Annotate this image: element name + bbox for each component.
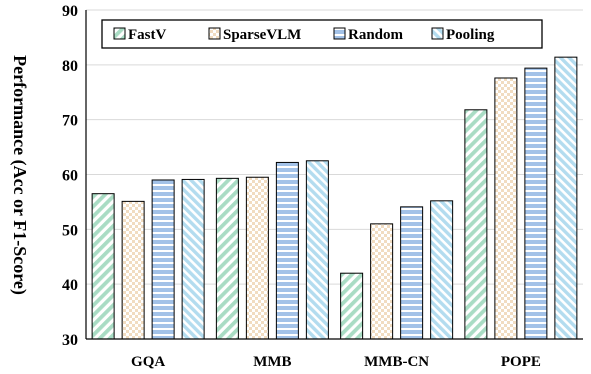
bar-pooling-gqa — [181, 178, 205, 340]
legend-box — [101, 19, 543, 49]
x-tick-label: MMB — [253, 354, 291, 370]
bar-pooling-pope — [554, 56, 578, 340]
bar-sparsevlm-mmb — [245, 176, 269, 340]
legend-swatch-sparsevlm — [208, 27, 221, 40]
y-tick-label: 60 — [62, 168, 78, 185]
x-tick-label: MMB-CN — [364, 354, 429, 370]
x-tick-label: GQA — [131, 354, 165, 370]
legend: FastV SparseVLM Random Pooling — [101, 19, 543, 49]
bar-random-gqa — [151, 179, 175, 340]
y-axis-label: Performance (Acc or F1-Score) — [9, 55, 30, 295]
bar-random-mmb — [275, 161, 299, 340]
bar-pooling-mmb-cn — [430, 200, 454, 340]
bar-pooling-mmb — [305, 160, 329, 340]
bar-sparsevlm-gqa — [121, 200, 145, 340]
x-tick-label: POPE — [501, 354, 541, 370]
y-tick-label: 30 — [62, 332, 78, 349]
y-tick-label: 80 — [62, 58, 78, 75]
axis-labels: 30 40 50 60 70 80 90 GQA MMB MMB-CN POPE — [62, 3, 541, 370]
bar-fastv-gqa — [91, 193, 115, 340]
axes — [85, 10, 583, 340]
bars — [91, 56, 578, 340]
y-tick-label: 90 — [62, 3, 78, 20]
bar-sparsevlm-mmb-cn — [370, 223, 394, 340]
bar-random-pope — [524, 67, 548, 340]
legend-label-sparsevlm: SparseVLM — [223, 27, 301, 43]
bar-fastv-mmb — [215, 177, 239, 340]
legend-label-fastv: FastV — [128, 27, 166, 43]
legend-swatch-random — [333, 27, 346, 40]
bar-fastv-mmb-cn — [340, 272, 364, 340]
bar-fastv-pope — [464, 109, 488, 340]
y-tick-label: 40 — [62, 277, 78, 294]
bar-random-mmb-cn — [400, 206, 424, 340]
legend-label-pooling: Pooling — [446, 27, 495, 43]
legend-swatch-pooling — [431, 27, 444, 40]
legend-swatch-fastv — [113, 27, 126, 40]
y-tick-label: 70 — [62, 113, 78, 130]
bar-sparsevlm-pope — [494, 77, 518, 340]
y-tick-label: 50 — [62, 222, 78, 239]
legend-label-random: Random — [348, 27, 404, 43]
